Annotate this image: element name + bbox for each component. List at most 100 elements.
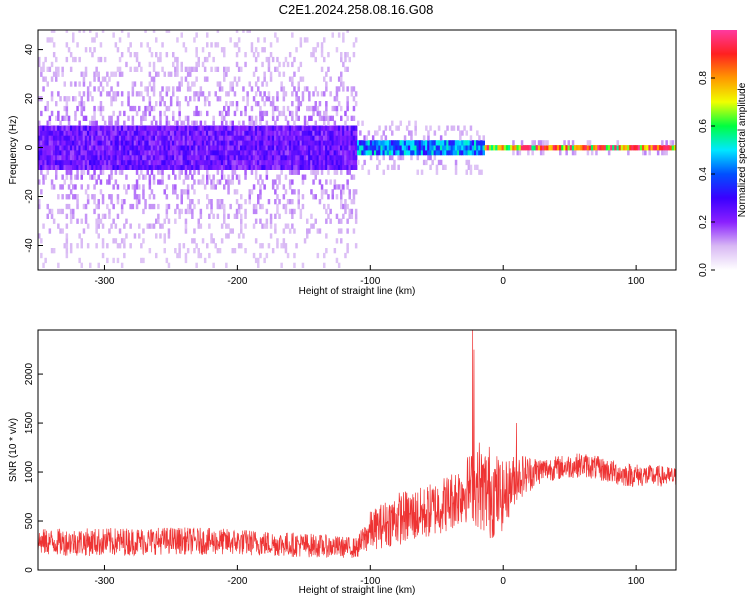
spectrogram-cell — [271, 154, 275, 161]
spectrogram-cell — [93, 154, 96, 161]
spectrogram-cell — [344, 208, 347, 215]
spectrogram-cell — [120, 150, 124, 156]
spectrogram-cell — [233, 130, 237, 136]
spectrogram-cell — [120, 164, 124, 170]
spectrogram-cell — [46, 120, 49, 126]
spectrogram-cell — [354, 213, 358, 219]
spectrogram-cell — [199, 252, 203, 259]
spectrogram-cell — [346, 203, 349, 210]
spectrogram-cell — [244, 174, 247, 180]
spectrogram-cell — [346, 228, 349, 234]
spectrogram-cell — [542, 150, 545, 156]
spectrogram-cell — [76, 135, 79, 141]
spectrogram-cell — [344, 52, 347, 58]
spectrogram-cell — [320, 130, 324, 136]
spectrogram-cell — [293, 140, 296, 146]
spectrogram-cell — [318, 125, 322, 131]
spectrogram-cell — [284, 125, 288, 131]
spectrogram-cell — [291, 223, 294, 229]
spectrogram-cell — [335, 110, 339, 117]
spectrogram-cell — [246, 159, 249, 166]
spectrogram-cell — [225, 135, 228, 141]
spectrogram-cell — [593, 145, 596, 151]
spectrogram-cell — [252, 252, 256, 259]
spectrogram-cell — [206, 154, 209, 161]
spectrogram-cell — [140, 81, 143, 87]
spectrogram-cell — [235, 159, 239, 166]
spectrogram-cell — [450, 125, 454, 131]
spectrogram-cell — [335, 135, 339, 141]
spectrogram-cell — [318, 145, 322, 151]
spectrogram-cell — [182, 189, 186, 195]
spectrogram-cell — [323, 203, 326, 210]
spectrogram-cell — [95, 159, 98, 166]
spectrogram-cell — [191, 159, 194, 166]
spectrogram-cell — [220, 199, 224, 205]
spectrogram-cell — [210, 66, 213, 72]
spectrogram-cell — [244, 52, 247, 58]
spectrogram-cell — [331, 154, 334, 161]
spectrogram-cell — [363, 145, 366, 151]
spectrogram-cell — [325, 81, 328, 87]
spectrogram-cell — [240, 223, 243, 229]
spectrogram-cell — [556, 145, 560, 151]
spectrogram-cell — [344, 150, 347, 156]
spectrogram-cell — [388, 145, 392, 151]
spectrogram-cell — [248, 189, 251, 195]
spectrogram-cell — [78, 135, 81, 141]
spectrogram-cell — [157, 145, 160, 151]
spectrogram-cell — [361, 140, 364, 146]
spectrogram-cell — [316, 125, 320, 131]
spectrogram-cell — [197, 199, 200, 205]
spectrogram-cell — [229, 120, 232, 126]
spectrogram-cell — [97, 159, 100, 166]
spectrogram-cell — [276, 37, 279, 43]
spectrogram-cell — [327, 130, 330, 136]
spectrogram-cell — [323, 76, 326, 82]
spectrogram-cell — [101, 194, 105, 200]
spectrogram-cell — [114, 169, 118, 175]
spectrogram-cell — [261, 164, 264, 170]
spectrogram-cell — [454, 169, 458, 175]
spectrogram-cell — [276, 208, 279, 215]
spectrogram-cell — [80, 184, 83, 190]
spectrogram-cell — [274, 130, 277, 136]
spectrogram-cell — [38, 164, 41, 170]
spectrogram-cell — [131, 145, 135, 151]
spectrogram-cell — [206, 76, 209, 82]
spectrogram-cell — [663, 145, 666, 151]
spectrogram-cell — [203, 150, 207, 156]
spectrogram-cell — [371, 135, 375, 141]
spectrogram-cell — [284, 130, 288, 136]
spectrogram-cell — [431, 140, 434, 146]
spectrogram-cell — [393, 159, 396, 166]
spectrogram-cell — [44, 159, 47, 166]
spectrogram-cell — [99, 159, 103, 166]
spectrogram-cell — [82, 76, 86, 82]
spectrogram-cell — [482, 135, 485, 141]
spectrogram-cell — [237, 179, 241, 185]
spectrogram-cell — [148, 203, 152, 210]
spectrogram-cell — [223, 135, 226, 141]
spectrogram-cell — [263, 145, 266, 151]
spectrogram-cell — [295, 91, 298, 97]
spectrogram-cell — [93, 130, 96, 136]
spectrogram-cell — [295, 115, 298, 121]
spectrogram-cell — [293, 208, 296, 215]
spectrogram-cell — [210, 203, 213, 210]
spectrogram-cell — [342, 145, 345, 151]
spectrogram-cell — [280, 135, 283, 141]
spectrogram-cell — [276, 174, 279, 180]
spectrogram-cell — [248, 164, 251, 170]
spectrogram-cell — [410, 130, 413, 136]
spectrogram-cell — [422, 159, 426, 166]
spectrogram-cell — [57, 223, 60, 229]
spectrogram-cell — [67, 159, 71, 166]
spectrogram-cell — [50, 30, 54, 33]
spectrogram-cell — [259, 135, 262, 141]
spectrogram-cell — [340, 184, 343, 190]
spectrogram-cell — [333, 135, 337, 141]
spectrogram-cell — [118, 169, 122, 175]
spectrogram-cell — [265, 174, 269, 180]
spectrogram-cell — [350, 208, 354, 215]
